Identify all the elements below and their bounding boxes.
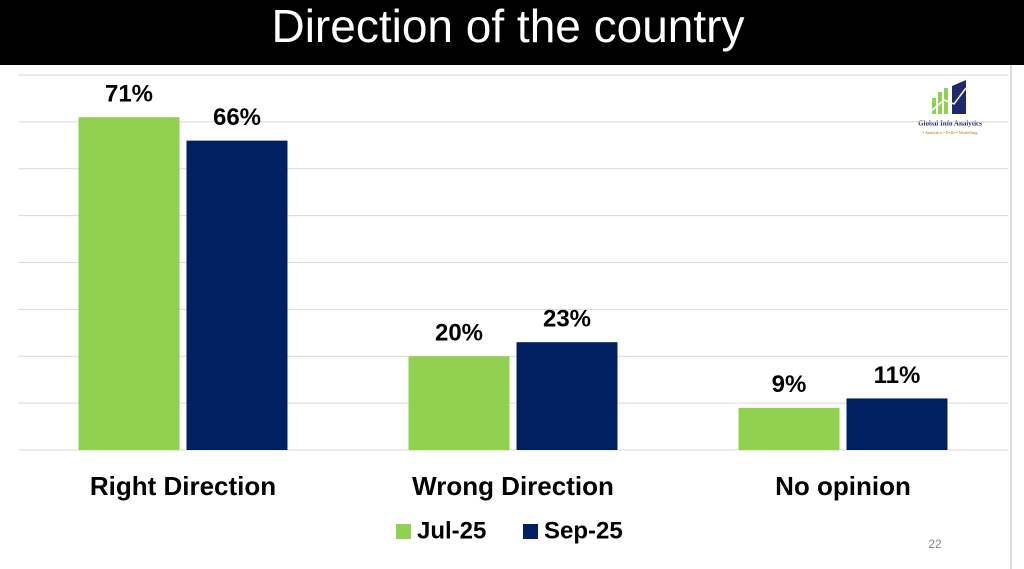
logo-bar (932, 98, 936, 114)
logo: Global Info Analytics • Analytics • Poll… (918, 80, 982, 135)
page-number: 22 (928, 537, 942, 551)
chart-title: Direction of the country (271, 0, 744, 52)
legend-label: Sep-25 (544, 517, 623, 544)
x-tick-label: Wrong Direction (412, 471, 614, 501)
bar (738, 407, 840, 450)
bar (846, 398, 948, 450)
data-label: 66% (213, 104, 261, 131)
bar (78, 117, 180, 450)
data-label: 20% (435, 320, 483, 347)
bar (186, 140, 288, 450)
bar (516, 342, 618, 450)
logo-line (929, 87, 967, 113)
x-tick-label: No opinion (775, 471, 911, 501)
title-bar (0, 0, 1024, 65)
bar (408, 356, 510, 450)
x-tick-label: Right Direction (90, 471, 276, 501)
data-label: 11% (874, 362, 921, 389)
legend-swatch (396, 524, 411, 539)
logo-tagline: • Analytics • Polls • Modelling (922, 130, 978, 135)
data-label: 23% (543, 306, 591, 333)
legend-label: Jul-25 (417, 517, 486, 544)
legend-swatch (523, 524, 538, 539)
data-label: 71% (105, 81, 153, 108)
data-label: 9% (772, 371, 807, 398)
logo-name: Global Info Analytics (918, 120, 982, 128)
